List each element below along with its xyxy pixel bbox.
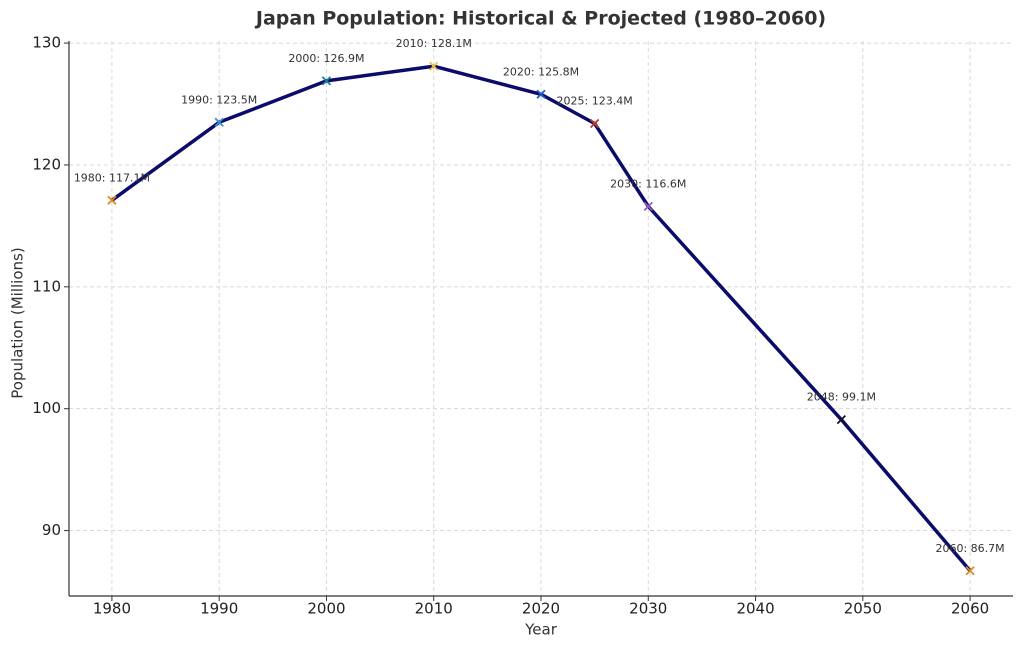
marker: [643, 201, 653, 212]
data-label: 1980: 117.1M: [74, 171, 150, 184]
x-tick-label: 1990: [200, 600, 238, 618]
x-tick-label: 2040: [736, 600, 774, 618]
marker: [536, 89, 546, 99]
marker: [107, 195, 117, 205]
data-label: 2020: 125.8M: [503, 65, 579, 78]
y-tick-label: 110: [32, 277, 61, 295]
x-tick-label: 2030: [629, 600, 667, 618]
marker: [214, 117, 224, 127]
data-label: 2060: 86.7M: [935, 542, 1004, 555]
x-tick-label: 2020: [522, 600, 560, 618]
marker: [965, 566, 975, 576]
data-label: 2048: 99.1M: [807, 391, 876, 404]
y-axis-label: Population (Millions): [9, 247, 27, 398]
marker: [429, 61, 439, 71]
chart-title: Japan Population: Historical & Projected…: [254, 8, 826, 30]
marker: [589, 118, 600, 129]
y-tick-label: 130: [32, 34, 61, 52]
x-tick-label: 2060: [951, 600, 989, 618]
x-axis-label: Year: [524, 621, 558, 639]
y-tick-label: 120: [32, 155, 61, 173]
x-tick-label: 2050: [844, 600, 882, 618]
data-label: 1990: 123.5M: [181, 93, 257, 106]
marker: [836, 415, 847, 425]
y-tick-label: 90: [42, 521, 61, 539]
x-tick-label: 2000: [307, 600, 345, 618]
x-tick-label: 1980: [93, 600, 131, 618]
data-label: 2000: 126.9M: [288, 52, 364, 65]
x-tick-label: 2010: [415, 600, 453, 618]
y-tick-label: 100: [32, 399, 61, 417]
data-label: 2010: 128.1M: [396, 37, 472, 50]
marker: [321, 76, 332, 86]
data-label: 2025: 123.4M: [557, 95, 633, 108]
data-label: 2030: 116.6M: [610, 177, 686, 190]
